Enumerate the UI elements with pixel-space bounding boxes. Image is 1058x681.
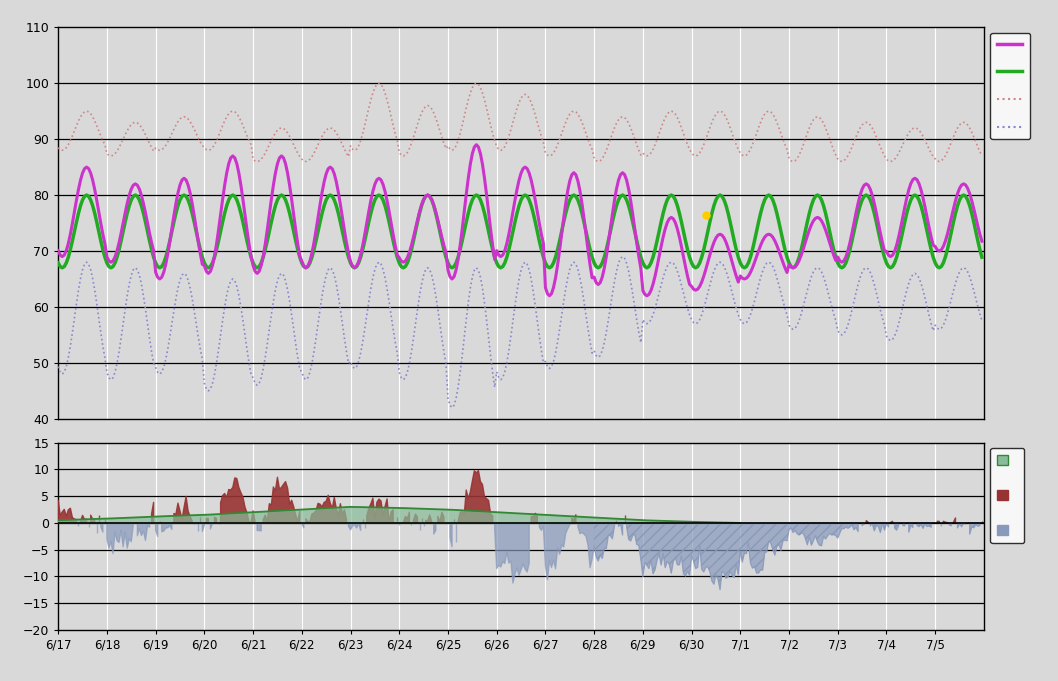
Legend: , , , : , , , xyxy=(990,33,1030,140)
Legend: , , : , , xyxy=(990,448,1024,543)
